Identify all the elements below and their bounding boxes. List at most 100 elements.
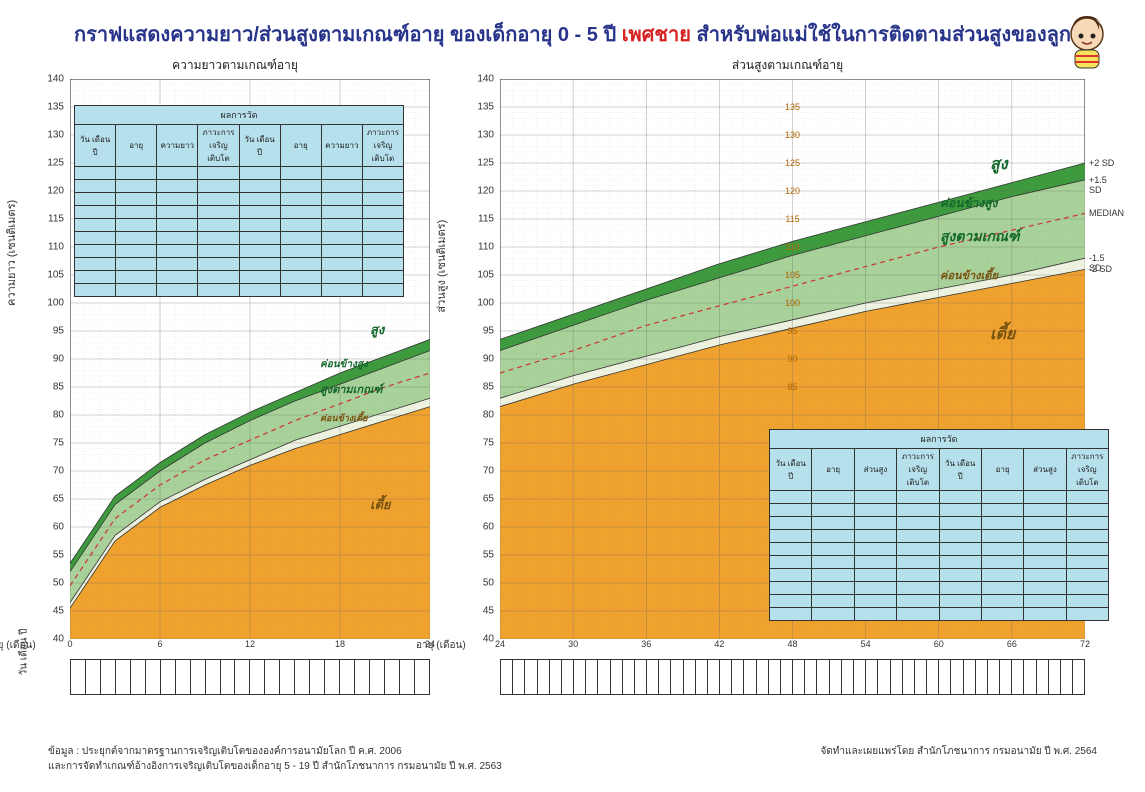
rec-table-cell[interactable] — [157, 206, 198, 219]
rec-table-cell[interactable] — [854, 608, 896, 621]
rec-table-cell[interactable] — [1024, 608, 1066, 621]
rec-table-cell[interactable] — [812, 556, 854, 569]
rec-table-cell[interactable] — [1024, 517, 1066, 530]
rec-table-cell[interactable] — [939, 491, 981, 504]
rec-table-cell[interactable] — [198, 180, 239, 193]
rec-table-cell[interactable] — [157, 167, 198, 180]
rec-table-cell[interactable] — [1024, 543, 1066, 556]
rec-table-cell[interactable] — [157, 193, 198, 206]
rec-table-cell[interactable] — [198, 219, 239, 232]
rec-table-cell[interactable] — [116, 271, 157, 284]
rec-table-cell[interactable] — [157, 284, 198, 297]
rec-table-cell[interactable] — [239, 258, 280, 271]
rec-table-cell[interactable] — [1024, 556, 1066, 569]
rec-table-cell[interactable] — [75, 232, 116, 245]
rec-table-cell[interactable] — [362, 284, 403, 297]
rec-table-cell[interactable] — [362, 258, 403, 271]
rec-table-cell[interactable] — [239, 271, 280, 284]
rec-table-cell[interactable] — [116, 284, 157, 297]
rec-table-cell[interactable] — [1066, 517, 1108, 530]
rec-table-cell[interactable] — [981, 608, 1023, 621]
rec-table-cell[interactable] — [362, 219, 403, 232]
rec-table-cell[interactable] — [321, 232, 362, 245]
rec-table-cell[interactable] — [939, 530, 981, 543]
rec-table-cell[interactable] — [1066, 491, 1108, 504]
rec-table-cell[interactable] — [812, 504, 854, 517]
rec-table-cell[interactable] — [1066, 504, 1108, 517]
rec-table-cell[interactable] — [897, 569, 939, 582]
rec-table-cell[interactable] — [157, 258, 198, 271]
rec-table-cell[interactable] — [981, 530, 1023, 543]
rec-table-cell[interactable] — [981, 491, 1023, 504]
rec-table-cell[interactable] — [897, 595, 939, 608]
rec-table-cell[interactable] — [362, 206, 403, 219]
rec-table-cell[interactable] — [362, 271, 403, 284]
rec-table-cell[interactable] — [1066, 569, 1108, 582]
rec-table-cell[interactable] — [854, 595, 896, 608]
rec-table-cell[interactable] — [981, 543, 1023, 556]
rec-table-cell[interactable] — [1066, 582, 1108, 595]
rec-table-cell[interactable] — [939, 517, 981, 530]
rec-table-cell[interactable] — [939, 582, 981, 595]
rec-table-cell[interactable] — [75, 271, 116, 284]
rec-table-cell[interactable] — [116, 180, 157, 193]
rec-table-cell[interactable] — [812, 569, 854, 582]
rec-table-cell[interactable] — [854, 543, 896, 556]
rec-table-cell[interactable] — [362, 245, 403, 258]
rec-table-cell[interactable] — [157, 271, 198, 284]
rec-table-cell[interactable] — [1024, 582, 1066, 595]
rec-table-cell[interactable] — [239, 284, 280, 297]
rec-table-cell[interactable] — [854, 491, 896, 504]
rec-table-cell[interactable] — [770, 530, 812, 543]
rec-table-cell[interactable] — [770, 543, 812, 556]
rec-table-cell[interactable] — [321, 206, 362, 219]
rec-table-cell[interactable] — [75, 284, 116, 297]
rec-table-cell[interactable] — [939, 608, 981, 621]
rec-table-cell[interactable] — [770, 504, 812, 517]
rec-table-cell[interactable] — [939, 569, 981, 582]
rec-table-cell[interactable] — [1066, 608, 1108, 621]
rec-table-cell[interactable] — [770, 517, 812, 530]
rec-table-cell[interactable] — [157, 245, 198, 258]
rec-table-cell[interactable] — [198, 258, 239, 271]
rec-table-cell[interactable] — [198, 271, 239, 284]
rec-table-cell[interactable] — [321, 180, 362, 193]
rec-table-cell[interactable] — [321, 258, 362, 271]
rec-table-cell[interactable] — [854, 569, 896, 582]
rec-table-cell[interactable] — [75, 180, 116, 193]
rec-table-cell[interactable] — [280, 258, 321, 271]
rec-table-cell[interactable] — [239, 245, 280, 258]
rec-table-cell[interactable] — [75, 206, 116, 219]
rec-table-cell[interactable] — [198, 206, 239, 219]
rec-table-cell[interactable] — [1024, 569, 1066, 582]
rec-table-cell[interactable] — [812, 595, 854, 608]
rec-table-cell[interactable] — [198, 232, 239, 245]
rec-table-cell[interactable] — [321, 284, 362, 297]
rec-table-cell[interactable] — [897, 517, 939, 530]
rec-table-cell[interactable] — [362, 180, 403, 193]
rec-table-cell[interactable] — [897, 491, 939, 504]
rec-table-cell[interactable] — [1024, 530, 1066, 543]
rec-table-cell[interactable] — [770, 608, 812, 621]
rec-table-cell[interactable] — [239, 206, 280, 219]
rec-table-cell[interactable] — [362, 167, 403, 180]
rec-table-cell[interactable] — [75, 245, 116, 258]
rec-table-cell[interactable] — [280, 167, 321, 180]
rec-table-cell[interactable] — [770, 582, 812, 595]
rec-table-cell[interactable] — [198, 245, 239, 258]
rec-table-cell[interactable] — [116, 219, 157, 232]
rec-table-cell[interactable] — [854, 556, 896, 569]
rec-table-cell[interactable] — [981, 582, 1023, 595]
rec-table-cell[interactable] — [854, 504, 896, 517]
rec-table-cell[interactable] — [321, 245, 362, 258]
rec-table-cell[interactable] — [897, 543, 939, 556]
rec-table-cell[interactable] — [981, 569, 1023, 582]
rec-table-cell[interactable] — [157, 219, 198, 232]
rec-table-cell[interactable] — [280, 271, 321, 284]
rec-table-cell[interactable] — [239, 180, 280, 193]
rec-table-cell[interactable] — [75, 193, 116, 206]
rec-table-cell[interactable] — [812, 543, 854, 556]
rec-table-cell[interactable] — [116, 193, 157, 206]
rec-table-cell[interactable] — [1024, 504, 1066, 517]
rec-table-cell[interactable] — [321, 167, 362, 180]
